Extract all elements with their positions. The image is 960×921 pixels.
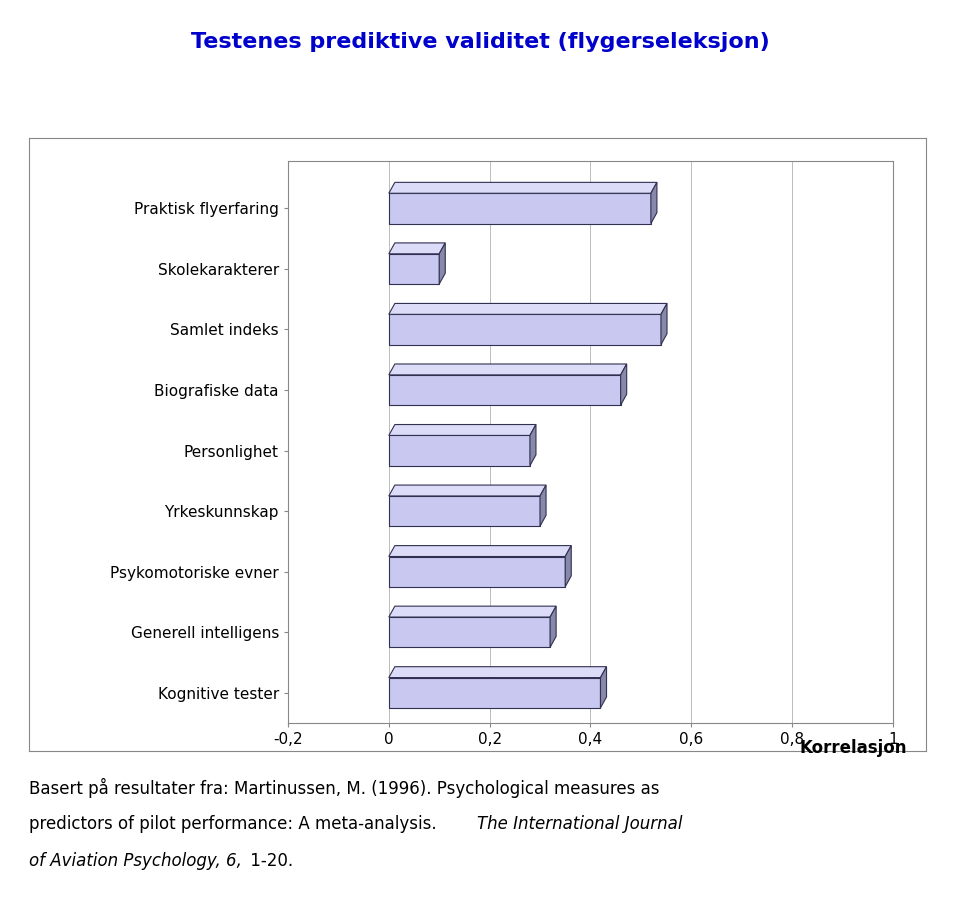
Polygon shape: [389, 485, 546, 496]
Polygon shape: [389, 667, 607, 678]
Text: of Aviation Psychology, 6,: of Aviation Psychology, 6,: [29, 852, 242, 870]
Polygon shape: [651, 182, 657, 224]
Bar: [389, 375, 620, 405]
Polygon shape: [389, 364, 627, 375]
Bar: [389, 496, 540, 526]
Polygon shape: [389, 182, 657, 193]
Text: Basert på resultater fra: Martinussen, M. (1996). Psychological measures as: Basert på resultater fra: Martinussen, M…: [29, 778, 660, 799]
Bar: [389, 617, 550, 647]
Polygon shape: [550, 606, 556, 647]
Polygon shape: [565, 545, 571, 587]
Polygon shape: [530, 425, 536, 466]
Text: 1-20.: 1-20.: [245, 852, 293, 870]
Polygon shape: [389, 303, 667, 314]
Bar: [389, 314, 660, 344]
Polygon shape: [601, 667, 607, 708]
Bar: [389, 193, 651, 224]
Text: The International Journal: The International Journal: [477, 815, 683, 834]
Polygon shape: [389, 606, 556, 617]
Text: predictors of pilot performance: A meta-analysis.: predictors of pilot performance: A meta-…: [29, 815, 442, 834]
Bar: [389, 556, 565, 587]
Bar: [389, 678, 601, 708]
Polygon shape: [389, 243, 445, 254]
Polygon shape: [389, 425, 536, 436]
Text: Testenes prediktive validitet (flygerseleksjon): Testenes prediktive validitet (flygersel…: [191, 32, 769, 52]
Bar: [389, 254, 440, 284]
Polygon shape: [620, 364, 627, 405]
Polygon shape: [540, 485, 546, 526]
Polygon shape: [440, 243, 445, 284]
Polygon shape: [660, 303, 667, 344]
Polygon shape: [389, 545, 571, 556]
Text: Korrelasjon: Korrelasjon: [800, 739, 907, 757]
Bar: [389, 436, 530, 466]
